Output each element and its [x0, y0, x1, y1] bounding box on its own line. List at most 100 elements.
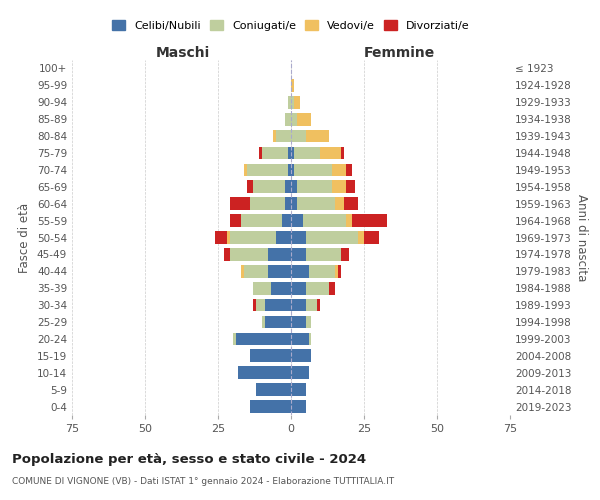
Bar [288, 96, 291, 108]
Bar [305, 130, 329, 142]
Bar [341, 146, 344, 160]
Bar [247, 164, 288, 176]
Bar [230, 231, 277, 244]
Bar [291, 146, 294, 160]
Bar [291, 130, 305, 142]
Bar [271, 282, 291, 294]
Bar [253, 282, 271, 294]
Bar [320, 146, 341, 160]
Bar [256, 384, 291, 396]
Bar [268, 265, 291, 278]
Bar [256, 299, 265, 312]
Bar [291, 282, 305, 294]
Bar [241, 214, 282, 227]
Bar [215, 231, 227, 244]
Bar [335, 198, 344, 210]
Bar [265, 299, 291, 312]
Bar [253, 180, 285, 193]
Bar [297, 198, 335, 210]
Bar [291, 400, 305, 413]
Bar [250, 350, 291, 362]
Y-axis label: Fasce di età: Fasce di età [19, 202, 31, 272]
Bar [253, 299, 256, 312]
Y-axis label: Anni di nascita: Anni di nascita [575, 194, 588, 281]
Bar [259, 146, 262, 160]
Bar [262, 146, 288, 160]
Bar [236, 332, 291, 345]
Bar [238, 366, 291, 379]
Bar [274, 130, 277, 142]
Bar [305, 231, 358, 244]
Bar [265, 316, 291, 328]
Text: COMUNE DI VIGNONE (VB) - Dati ISTAT 1° gennaio 2024 - Elaborazione TUTTITALIA.IT: COMUNE DI VIGNONE (VB) - Dati ISTAT 1° g… [12, 478, 394, 486]
Bar [277, 130, 291, 142]
Bar [329, 282, 335, 294]
Bar [291, 299, 305, 312]
Bar [332, 164, 346, 176]
Bar [302, 214, 346, 227]
Bar [291, 316, 305, 328]
Bar [291, 180, 297, 193]
Bar [288, 146, 291, 160]
Bar [341, 248, 349, 260]
Bar [291, 350, 311, 362]
Bar [317, 299, 320, 312]
Bar [291, 164, 294, 176]
Bar [233, 332, 236, 345]
Text: Popolazione per età, sesso e stato civile - 2024: Popolazione per età, sesso e stato civil… [12, 452, 366, 466]
Bar [268, 248, 291, 260]
Bar [305, 248, 341, 260]
Bar [250, 198, 285, 210]
Bar [335, 265, 338, 278]
Bar [291, 384, 305, 396]
Bar [285, 198, 291, 210]
Bar [285, 113, 291, 126]
Bar [346, 164, 352, 176]
Legend: Celibi/Nubili, Coniugati/e, Vedovi/e, Divorziati/e: Celibi/Nubili, Coniugati/e, Vedovi/e, Di… [108, 16, 474, 35]
Bar [227, 231, 230, 244]
Bar [297, 113, 311, 126]
Bar [352, 214, 388, 227]
Bar [291, 332, 308, 345]
Bar [305, 299, 317, 312]
Bar [346, 214, 352, 227]
Text: Maschi: Maschi [156, 46, 210, 60]
Bar [308, 332, 311, 345]
Bar [262, 316, 265, 328]
Text: Femmine: Femmine [364, 46, 434, 60]
Bar [332, 180, 346, 193]
Bar [247, 180, 253, 193]
Bar [244, 164, 247, 176]
Bar [294, 96, 300, 108]
Bar [297, 180, 332, 193]
Bar [364, 231, 379, 244]
Bar [230, 214, 241, 227]
Bar [291, 113, 297, 126]
Bar [291, 248, 305, 260]
Bar [277, 231, 291, 244]
Bar [244, 265, 268, 278]
Bar [230, 198, 250, 210]
Bar [224, 248, 230, 260]
Bar [291, 214, 302, 227]
Bar [291, 265, 308, 278]
Bar [346, 180, 355, 193]
Bar [305, 316, 311, 328]
Bar [344, 198, 358, 210]
Bar [291, 198, 297, 210]
Bar [241, 265, 244, 278]
Bar [285, 180, 291, 193]
Bar [294, 146, 320, 160]
Bar [305, 282, 329, 294]
Bar [288, 164, 291, 176]
Bar [291, 231, 305, 244]
Bar [294, 164, 332, 176]
Bar [338, 265, 341, 278]
Bar [282, 214, 291, 227]
Bar [358, 231, 364, 244]
Bar [230, 248, 268, 260]
Bar [291, 366, 308, 379]
Bar [291, 96, 294, 108]
Bar [308, 265, 335, 278]
Bar [291, 79, 294, 92]
